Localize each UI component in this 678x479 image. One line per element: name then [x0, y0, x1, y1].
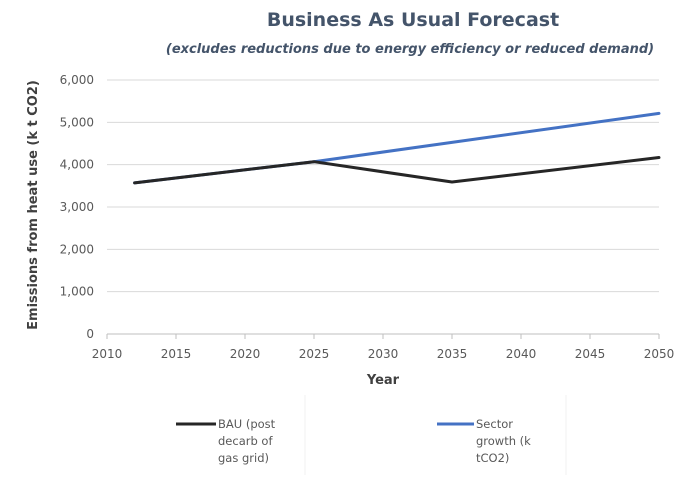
legend-label: tCO2)	[476, 451, 509, 465]
y-tick-label: 6,000	[60, 73, 94, 87]
y-tick-label: 3,000	[60, 200, 94, 214]
x-tick-label: 2030	[368, 347, 399, 361]
y-tick-label: 2,000	[60, 242, 94, 256]
y-axis-tick-labels: 0 1,000 2,000 3,000 4,000 5,000 6,000	[60, 73, 94, 341]
x-tick-label: 2045	[575, 347, 606, 361]
x-tick-label: 2010	[92, 347, 123, 361]
x-tick-label: 2025	[299, 347, 330, 361]
series-lines	[133, 111, 661, 185]
legend-label: BAU (post	[218, 417, 276, 431]
x-tick-label: 2020	[230, 347, 261, 361]
chart-title: Business As Usual Forecast	[267, 9, 559, 31]
legend-label: gas grid)	[218, 451, 269, 465]
x-tick-label: 2040	[506, 347, 537, 361]
legend-label: decarb of	[218, 434, 273, 448]
x-axis-tick-labels: 2010 2015 2020 2025 2030 2035 2040 2045 2050	[92, 347, 675, 361]
x-axis-title: Year	[366, 373, 400, 388]
x-axis	[106, 333, 660, 339]
legend-label: growth (k	[476, 434, 531, 448]
x-tick-label: 2050	[644, 347, 675, 361]
y-tick-label: 0	[86, 327, 94, 341]
gridlines	[107, 79, 659, 293]
series-line-bau	[133, 156, 661, 185]
chart-subtitle: (excludes reductions due to energy effic…	[166, 42, 654, 57]
legend: BAU (post decarb of gas grid) Sector growth …	[176, 395, 567, 475]
y-tick-label: 5,000	[60, 115, 94, 129]
x-tick-label: 2015	[161, 347, 192, 361]
legend-label: Sector	[476, 417, 513, 431]
y-axis-title: Emissions from heat use (k t CO2)	[26, 80, 41, 330]
y-tick-label: 4,000	[60, 158, 94, 172]
x-tick-label: 2035	[437, 347, 468, 361]
y-tick-label: 1,000	[60, 285, 94, 299]
